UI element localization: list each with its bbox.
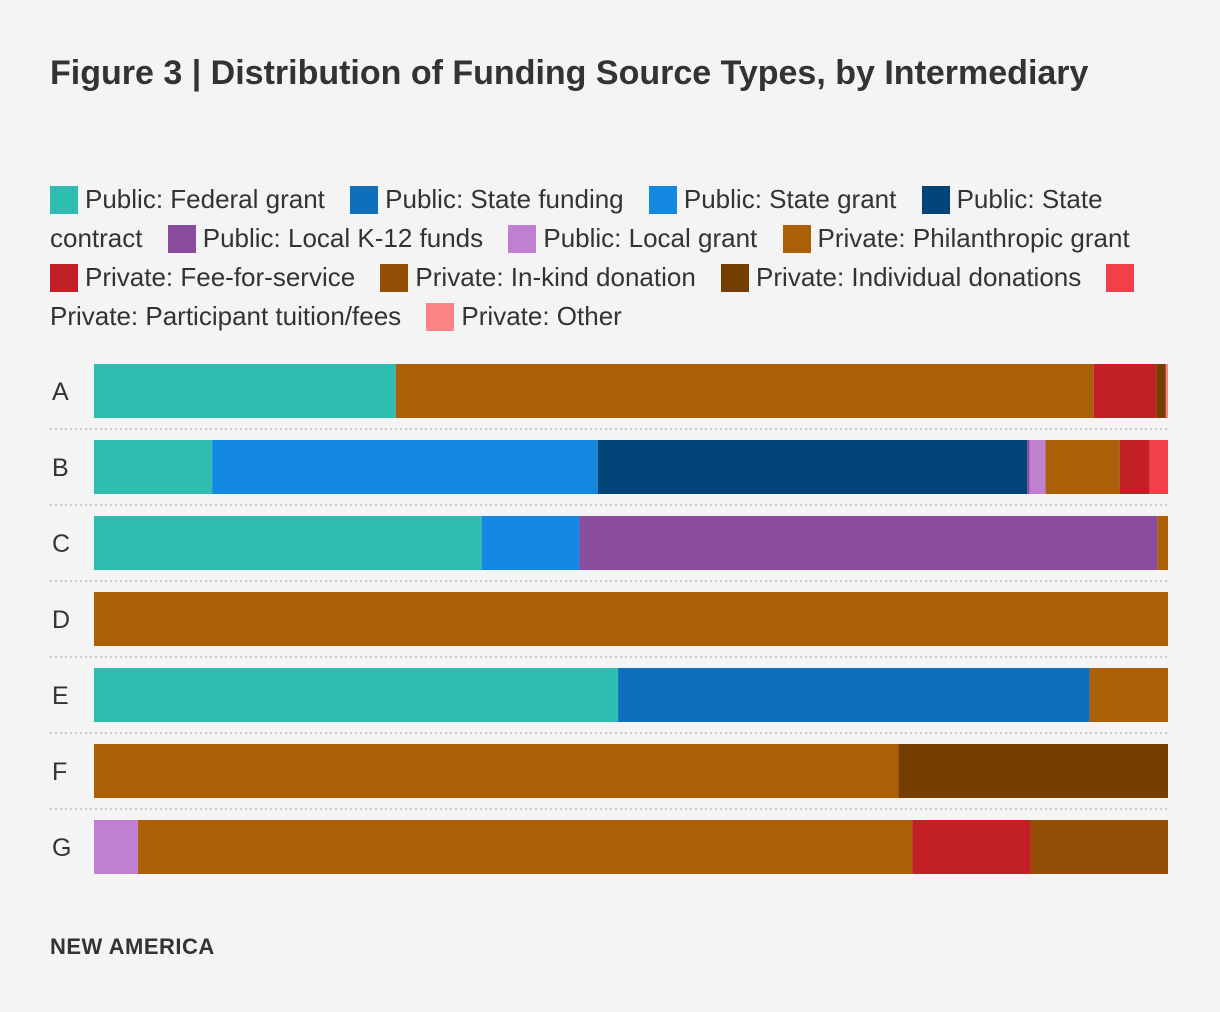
legend-item-private-fee-for-service: Private: Fee-for-service — [50, 262, 355, 292]
bar-segment-a-public-federal-grant[interactable] — [94, 364, 396, 418]
legend-swatch — [1106, 264, 1135, 292]
stacked-bar-chart: A B C D E F G — [50, 364, 1168, 874]
brand-wordmark: NEW AMERICA — [50, 934, 215, 959]
legend-label: Public: Federal grant — [85, 184, 325, 214]
bar-segment-e-public-federal-grant[interactable] — [94, 668, 619, 722]
bar-segment-g-public-local-grant[interactable] — [94, 820, 139, 874]
bar-segment-a-private-other[interactable] — [1165, 364, 1168, 418]
legend-item-public-federal-grant: Public: Federal grant — [50, 184, 325, 214]
legend-swatch — [426, 303, 455, 331]
legend-item-private-participant-tuition-fees: Private: Participant tuition/fees — [50, 262, 1141, 331]
legend-item-public-local-k-12-funds: Public: Local K-12 funds — [167, 223, 484, 253]
legend-label: Private: Individual donations — [756, 262, 1082, 292]
bar-segment-b-public-local-k-12-funds[interactable] — [1027, 440, 1030, 494]
bar-segment-a-private-fee-for-service[interactable] — [1093, 364, 1157, 418]
chart-title: Figure 3 | Distribution of Funding Sourc… — [50, 54, 1089, 92]
legend-swatch — [50, 264, 78, 292]
bar-segment-b-public-local-grant[interactable] — [1029, 440, 1046, 494]
legend-item-public-state-contract: Public: State contract — [50, 184, 1103, 253]
legend-label: Public: Local grant — [543, 223, 758, 253]
category-label-f: F — [52, 758, 67, 786]
legend-label: Private: Philanthropic grant — [817, 223, 1130, 253]
bar-segment-g-private-in-kind-donation[interactable] — [1030, 820, 1168, 874]
bar-segment-f-private-individual-donations[interactable] — [898, 744, 1168, 798]
category-label-e: E — [52, 682, 69, 710]
legend-swatch — [50, 186, 78, 214]
category-label-d: D — [52, 606, 70, 634]
bar-segment-f-private-philanthropic-grant[interactable] — [94, 744, 899, 798]
legend-item-public-local-grant: Public: Local grant — [508, 223, 757, 253]
legend-swatch — [721, 264, 750, 292]
bar-segment-c-public-federal-grant[interactable] — [94, 516, 482, 570]
legend-label: Private: In-kind donation — [415, 262, 696, 292]
bar-segment-g-private-philanthropic-grant[interactable] — [138, 820, 913, 874]
category-label-a: A — [52, 378, 69, 406]
legend-swatch — [167, 225, 196, 253]
legend-label: Public: State contract — [50, 184, 1103, 253]
legend-swatch — [350, 186, 379, 214]
bar-segment-b-public-federal-grant[interactable] — [94, 440, 213, 494]
bar-segment-b-private-participant-tuition-fees[interactable] — [1149, 440, 1168, 494]
bar-segment-b-private-fee-for-service[interactable] — [1119, 440, 1150, 494]
legend-swatch — [508, 225, 537, 253]
legend-swatch — [782, 225, 811, 253]
bar-segment-g-private-fee-for-service[interactable] — [912, 820, 1031, 874]
legend-label: Public: Local K-12 funds — [202, 223, 484, 253]
legend-item-public-state-grant: Public: State grant — [648, 184, 897, 214]
legend-item-private-philanthropic-grant: Private: Philanthropic grant — [782, 223, 1130, 253]
bar-segment-e-public-state-funding[interactable] — [618, 668, 1090, 722]
bar-segment-d-private-philanthropic-grant[interactable] — [94, 592, 1168, 646]
bar-segment-b-public-state-contract[interactable] — [597, 440, 1028, 494]
category-label-c: C — [52, 530, 70, 558]
bar-segment-b-public-state-grant[interactable] — [212, 440, 598, 494]
legend-swatch — [380, 264, 409, 292]
bar-segment-a-private-individual-donations[interactable] — [1156, 364, 1166, 418]
bar-segment-a-private-philanthropic-grant[interactable] — [395, 364, 1094, 418]
legend-swatch — [921, 186, 950, 214]
legend-label: Private: Participant tuition/fees — [50, 301, 402, 331]
bar-segment-c-private-philanthropic-grant[interactable] — [1157, 516, 1168, 570]
legend-label: Private: Fee-for-service — [85, 262, 356, 292]
legend-label: Private: Other — [461, 301, 622, 331]
legend-swatch — [648, 186, 677, 214]
legend-item-private-other: Private: Other — [426, 301, 622, 331]
category-label-b: B — [52, 454, 69, 482]
bar-segment-c-public-state-grant[interactable] — [481, 516, 580, 570]
bar-segment-b-private-philanthropic-grant[interactable] — [1045, 440, 1120, 494]
legend-label: Public: State funding — [385, 184, 624, 214]
category-label-g: G — [52, 834, 71, 862]
bar-segment-e-private-philanthropic-grant[interactable] — [1089, 668, 1168, 722]
legend: Public: Federal grant Public: State fund… — [50, 180, 1180, 336]
legend-item-private-in-kind-donation: Private: In-kind donation — [380, 262, 696, 292]
bar-segment-c-public-local-k-12-funds[interactable] — [579, 516, 1158, 570]
legend-label: Public: State grant — [683, 184, 897, 214]
legend-item-public-state-funding: Public: State funding — [350, 184, 624, 214]
legend-item-private-individual-donations: Private: Individual donations — [721, 262, 1081, 292]
